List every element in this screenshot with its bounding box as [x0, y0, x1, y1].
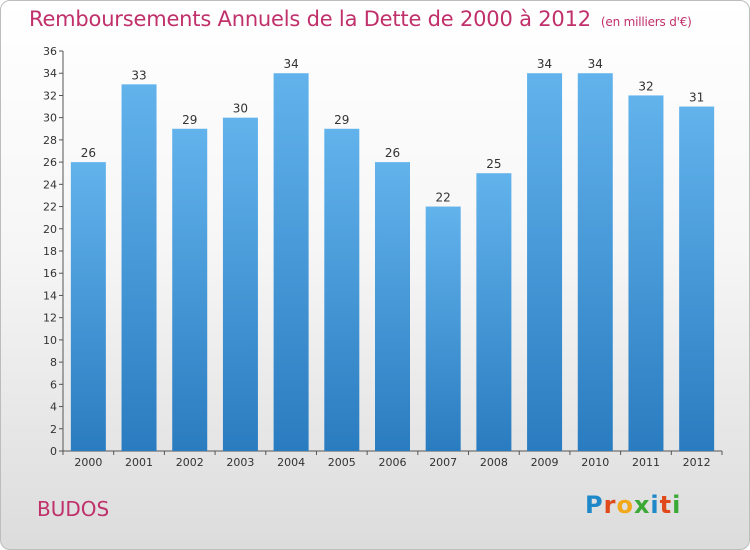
y-tick-label: 2 [50, 423, 57, 436]
bar-2012 [679, 106, 715, 452]
y-tick-label: 36 [43, 45, 57, 58]
logo-letter: x [633, 491, 651, 519]
x-tick-label: 2005 [328, 456, 356, 469]
x-tick-label: 2011 [632, 456, 660, 469]
place-name: BUDOS [37, 497, 110, 521]
logo-letter: o [616, 491, 634, 519]
logo-letter: i [672, 491, 682, 519]
y-tick-label: 22 [43, 201, 57, 214]
logo-letter: P [585, 491, 604, 519]
x-tick-label: 2002 [176, 456, 204, 469]
x-tick-label: 2006 [379, 456, 407, 469]
data-label: 26 [385, 146, 400, 160]
y-tick-label: 24 [43, 178, 57, 191]
y-tick-label: 30 [43, 112, 57, 125]
x-tick-label: 2010 [581, 456, 609, 469]
x-tick-label: 2007 [429, 456, 457, 469]
logo-letter: r [603, 491, 617, 519]
y-tick-label: 6 [50, 378, 57, 391]
y-tick-label: 14 [43, 289, 57, 302]
bar-2009 [527, 73, 563, 451]
data-label: 34 [537, 57, 552, 71]
bar-2005 [324, 128, 360, 451]
y-tick-label: 16 [43, 267, 57, 280]
bar-2003 [222, 117, 258, 452]
data-label: 32 [638, 79, 653, 93]
x-tick-label: 2009 [531, 456, 559, 469]
y-tick-label: 12 [43, 312, 57, 325]
bar-2000 [70, 162, 106, 451]
data-label: 34 [588, 57, 603, 71]
bar-2007 [425, 206, 461, 451]
data-label: 25 [486, 157, 501, 171]
x-tick-label: 2001 [125, 456, 153, 469]
bar-2004 [273, 73, 309, 451]
y-tick-label: 34 [43, 67, 57, 80]
data-label: 29 [182, 113, 197, 127]
data-label: 34 [283, 57, 298, 71]
bar-2011 [628, 95, 664, 451]
y-tick-label: 32 [43, 89, 57, 102]
chart-title-text: Remboursements Annuels de la Dette de 20… [29, 7, 591, 31]
x-tick-label: 2000 [74, 456, 102, 469]
y-tick-label: 10 [43, 334, 57, 347]
y-tick-label: 4 [50, 401, 57, 414]
x-tick-label: 2003 [226, 456, 254, 469]
data-label: 22 [436, 191, 451, 205]
x-tick-label: 2004 [277, 456, 305, 469]
y-tick-label: 28 [43, 134, 57, 147]
y-tick-label: 20 [43, 223, 57, 236]
x-tick-label: 2012 [683, 456, 711, 469]
y-tick-label: 0 [50, 445, 57, 458]
chart-title: Remboursements Annuels de la Dette de 20… [29, 7, 692, 31]
x-tick-label: 2008 [480, 456, 508, 469]
y-tick-label: 26 [43, 156, 57, 169]
bar-2002 [172, 128, 208, 451]
data-label: 30 [233, 102, 248, 116]
bar-2001 [121, 84, 157, 451]
logo-letter: i [650, 491, 660, 519]
bar-2008 [476, 173, 512, 451]
bar-2010 [577, 73, 613, 451]
y-tick-label: 8 [50, 356, 57, 369]
bar-2006 [375, 162, 410, 451]
y-tick-label: 18 [43, 245, 57, 258]
proxiti-logo[interactable]: Proxiti [585, 491, 681, 519]
unit-note: (en milliers d'€) [600, 15, 692, 29]
data-label: 29 [334, 113, 349, 127]
data-label: 33 [131, 68, 146, 82]
data-label: 31 [689, 91, 704, 105]
data-label: 26 [81, 146, 96, 160]
logo-letter: t [659, 491, 673, 519]
